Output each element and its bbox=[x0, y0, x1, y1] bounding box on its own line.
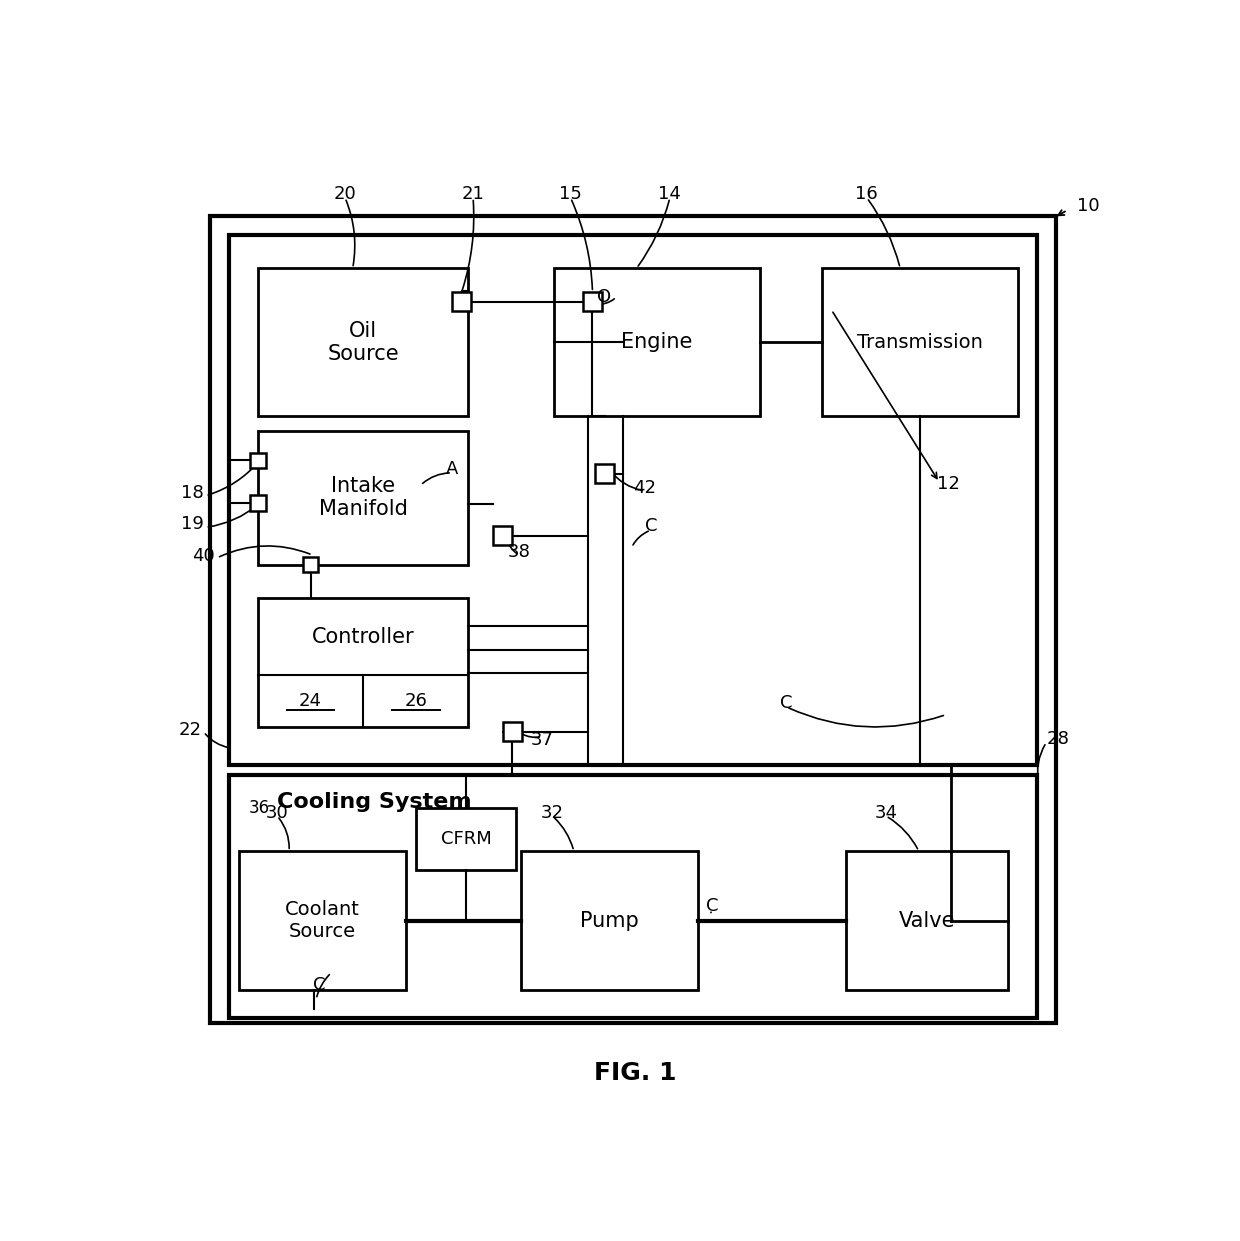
FancyArrowPatch shape bbox=[507, 541, 517, 553]
Text: 20: 20 bbox=[334, 185, 356, 202]
Text: Coolant
Source: Coolant Source bbox=[285, 900, 360, 941]
FancyArrowPatch shape bbox=[316, 974, 330, 997]
FancyArrowPatch shape bbox=[888, 818, 918, 849]
Text: 10: 10 bbox=[1078, 197, 1100, 215]
Text: 30: 30 bbox=[265, 804, 289, 822]
FancyArrowPatch shape bbox=[208, 463, 258, 495]
FancyArrowPatch shape bbox=[572, 200, 593, 289]
Text: 32: 32 bbox=[541, 804, 564, 822]
FancyArrowPatch shape bbox=[522, 735, 539, 737]
Text: Cooling System: Cooling System bbox=[278, 792, 471, 812]
Text: Pump: Pump bbox=[580, 911, 639, 931]
Text: 34: 34 bbox=[874, 804, 898, 822]
FancyArrowPatch shape bbox=[632, 531, 649, 545]
Bar bbox=[453, 293, 471, 311]
FancyArrowPatch shape bbox=[1038, 745, 1045, 782]
FancyArrowPatch shape bbox=[610, 472, 642, 490]
Text: Oil
Source: Oil Source bbox=[327, 321, 399, 364]
Text: C: C bbox=[706, 897, 718, 915]
Text: 26: 26 bbox=[404, 692, 427, 710]
Bar bbox=[250, 495, 265, 511]
FancyArrowPatch shape bbox=[423, 473, 449, 484]
Text: 19: 19 bbox=[181, 515, 203, 534]
Bar bbox=[303, 557, 319, 572]
Bar bbox=[846, 851, 1008, 990]
Bar bbox=[494, 526, 512, 546]
Bar bbox=[554, 268, 760, 417]
Text: C: C bbox=[312, 975, 325, 994]
Bar bbox=[258, 268, 469, 417]
Text: C: C bbox=[645, 517, 657, 535]
Text: 40: 40 bbox=[192, 547, 215, 565]
FancyArrowPatch shape bbox=[219, 546, 310, 557]
Text: 38: 38 bbox=[507, 544, 531, 561]
Text: 37: 37 bbox=[531, 731, 553, 750]
Text: 28: 28 bbox=[1047, 731, 1069, 748]
Text: Valve: Valve bbox=[899, 911, 955, 931]
Bar bbox=[521, 851, 698, 990]
Text: 12: 12 bbox=[937, 475, 960, 494]
Text: 42: 42 bbox=[634, 479, 656, 498]
FancyArrowPatch shape bbox=[346, 200, 355, 266]
Bar bbox=[415, 808, 516, 870]
Bar bbox=[258, 431, 469, 565]
Bar bbox=[250, 453, 265, 468]
Text: 21: 21 bbox=[461, 185, 485, 202]
Text: CFRM: CFRM bbox=[440, 830, 491, 849]
Text: 36: 36 bbox=[248, 799, 269, 817]
Text: Transmission: Transmission bbox=[857, 333, 983, 352]
Text: C: C bbox=[780, 694, 792, 712]
Text: 15: 15 bbox=[559, 185, 582, 202]
Text: 22: 22 bbox=[179, 721, 202, 738]
Bar bbox=[211, 216, 1056, 1024]
FancyArrowPatch shape bbox=[598, 299, 614, 304]
FancyArrowPatch shape bbox=[554, 818, 573, 849]
Bar bbox=[822, 268, 1018, 417]
FancyArrowPatch shape bbox=[463, 201, 474, 289]
Text: Intake
Manifold: Intake Manifold bbox=[319, 477, 408, 519]
FancyArrowPatch shape bbox=[206, 733, 228, 747]
Text: 14: 14 bbox=[658, 185, 681, 202]
FancyArrowPatch shape bbox=[208, 505, 258, 527]
Bar bbox=[239, 851, 407, 990]
Text: 18: 18 bbox=[181, 484, 203, 501]
Bar bbox=[595, 464, 615, 484]
Text: 24: 24 bbox=[299, 692, 322, 710]
Text: Engine: Engine bbox=[621, 333, 693, 352]
FancyArrowPatch shape bbox=[789, 709, 944, 727]
FancyArrowPatch shape bbox=[639, 200, 670, 266]
Text: FIG. 1: FIG. 1 bbox=[594, 1061, 677, 1085]
Text: Controller: Controller bbox=[311, 627, 414, 647]
Bar bbox=[229, 774, 1037, 1019]
Bar bbox=[583, 293, 603, 311]
Text: A: A bbox=[446, 460, 459, 478]
FancyArrowPatch shape bbox=[868, 200, 899, 266]
Bar bbox=[502, 722, 522, 741]
Text: O: O bbox=[596, 288, 611, 307]
FancyArrowPatch shape bbox=[279, 818, 289, 849]
Bar bbox=[229, 235, 1037, 766]
Bar bbox=[258, 598, 469, 727]
Text: 16: 16 bbox=[856, 185, 878, 202]
